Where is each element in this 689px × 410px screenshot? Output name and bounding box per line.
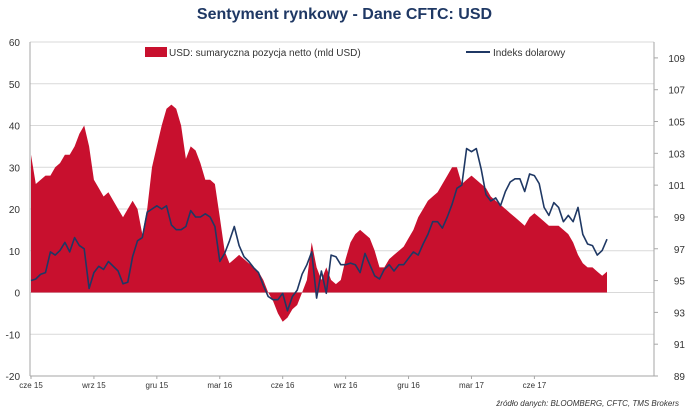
y-right-tick-label: 93 <box>674 308 686 319</box>
series-layer <box>30 104 608 322</box>
y-right-tick-label: 105 <box>668 118 685 129</box>
y-left-tick-label: -20 <box>6 372 21 383</box>
dollar-index-line <box>30 147 608 312</box>
y-left-tick-label: 10 <box>9 247 21 258</box>
source-note: źródło danych: BLOOMBERG, CFTC, TMS Brok… <box>496 399 679 408</box>
x-tick-label: gru 16 <box>397 381 420 390</box>
legend: USD: sumaryczna pozycja netto (mld USD) I… <box>145 47 565 59</box>
legend-swatch-area <box>145 47 167 57</box>
y-right-tick-label: 99 <box>674 213 686 224</box>
x-tick-label: mar 17 <box>459 381 484 390</box>
y-right-tick-label: 103 <box>668 149 685 160</box>
grid-lines <box>30 41 654 377</box>
net-position-area <box>31 104 607 322</box>
y-left-tick-label: 60 <box>9 38 21 49</box>
legend-label-area: USD: sumaryczna pozycja netto (mld USD) <box>169 48 361 59</box>
y-right-tick-label: 107 <box>668 86 685 97</box>
y-left-tick-label: 20 <box>9 205 21 216</box>
x-tick-label: cze 16 <box>271 381 295 390</box>
x-tick-label: wrz 16 <box>333 381 358 390</box>
y-right-tick-label: 89 <box>674 372 686 383</box>
axes: -20 -10 0 10 20 30 40 50 60 89 91 93 95 97 99 101 103 105… <box>6 38 686 390</box>
x-tick-label: mar 16 <box>207 381 232 390</box>
y-left-tick-label: -10 <box>6 330 21 341</box>
y-left-tick-label: 0 <box>14 289 20 300</box>
y-right-tick-label: 101 <box>668 181 685 192</box>
x-tick-label: cze 17 <box>523 381 547 390</box>
chart-title: Sentyment rynkowy - Dane CFTC: USD <box>196 6 493 23</box>
x-tick-label: cze 15 <box>19 381 43 390</box>
y-left-tick-label: 30 <box>9 163 21 174</box>
y-left-tick-label: 40 <box>9 122 21 133</box>
legend-label-line: Indeks dolarowy <box>493 48 565 59</box>
y-left-tick-label: 50 <box>9 80 21 91</box>
x-tick-label: wrz 15 <box>81 381 106 390</box>
y-right-tick-label: 97 <box>674 245 686 256</box>
y-right-tick-label: 91 <box>674 340 686 351</box>
x-tick-label: gru 15 <box>146 381 169 390</box>
y-right-tick-label: 95 <box>674 277 686 288</box>
y-right-tick-label: 109 <box>668 54 685 65</box>
